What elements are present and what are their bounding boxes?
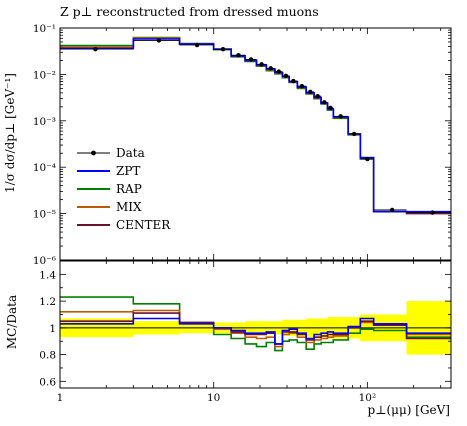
data-point	[156, 38, 162, 43]
main-plot: 10⁻⁶ 10⁻⁵ 10⁻⁴ 10⁻³ 10⁻² 10⁻¹ Data ZPT RAP MIX CEN…	[33, 23, 452, 267]
ratio-y-tick-label: 1.2	[39, 296, 56, 308]
data-point	[268, 66, 273, 71]
data-point	[248, 57, 254, 62]
data-point	[315, 93, 320, 99]
legend-swatch-data-marker	[91, 150, 96, 156]
x-tick-label: 1	[57, 392, 64, 404]
legend-label-data: Data	[116, 146, 145, 160]
data-point	[220, 46, 226, 52]
data-point	[338, 114, 343, 119]
x-tick-label: 10	[207, 392, 220, 404]
data-point	[276, 69, 281, 74]
data-point	[194, 42, 200, 48]
data-point	[236, 52, 241, 58]
ratio-y-tick-label: 1.4	[39, 269, 56, 281]
data-point	[283, 73, 289, 79]
legend: Data ZPT RAP MIX CENTER	[77, 146, 171, 232]
data-point	[389, 207, 395, 213]
main-y-tick-label: 10⁻²	[33, 69, 56, 81]
main-plot-area	[60, 28, 451, 260]
main-y-tick-label: 10⁻³	[33, 116, 56, 128]
main-y-tick-label: 10⁻⁴	[33, 162, 56, 174]
ratio-plot-frame	[59, 260, 452, 389]
ratio-plot: 0.6 0.8 1 1.2 1.4 1 10 10²	[39, 260, 452, 404]
data-point	[93, 46, 98, 52]
ratio-series-rap-line	[60, 296, 451, 352]
legend-label-mix: MIX	[116, 200, 142, 214]
main-y-tick-label: 10⁻⁵	[33, 209, 56, 221]
data-point	[259, 62, 264, 67]
legend-label-rap: RAP	[116, 182, 142, 196]
data-point	[351, 131, 357, 137]
data-point	[322, 100, 327, 105]
main-plot-frame	[59, 27, 452, 261]
main-y-tick-label: 10⁻¹	[33, 23, 56, 35]
data-point	[430, 210, 435, 215]
chart-title: Z p⊥ reconstructed from dressed muons	[60, 4, 319, 19]
main-y-axis-label: 1/σ dσ/dp⊥ [GeV⁻¹]	[3, 73, 17, 193]
data-point	[365, 156, 370, 162]
main-y-tick-label: 10⁻⁶	[33, 255, 56, 267]
legend-label-zpt: ZPT	[116, 164, 140, 178]
x-tick-label: 10²	[359, 392, 377, 404]
data-point	[308, 89, 313, 95]
ratio-y-tick-label: 0.8	[39, 350, 56, 362]
data-point	[328, 105, 333, 111]
x-axis-label: p⊥(μμ) [GeV]	[368, 403, 450, 417]
data-point	[291, 78, 296, 84]
ratio-y-axis-label: MC/Data	[5, 295, 19, 349]
ratio-y-tick-label: 1	[49, 323, 56, 335]
ratio-y-tick-label: 0.6	[39, 376, 56, 388]
legend-label-center: CENTER	[116, 218, 171, 232]
ratio-series-zpt-line	[60, 317, 451, 345]
data-point	[299, 83, 305, 89]
